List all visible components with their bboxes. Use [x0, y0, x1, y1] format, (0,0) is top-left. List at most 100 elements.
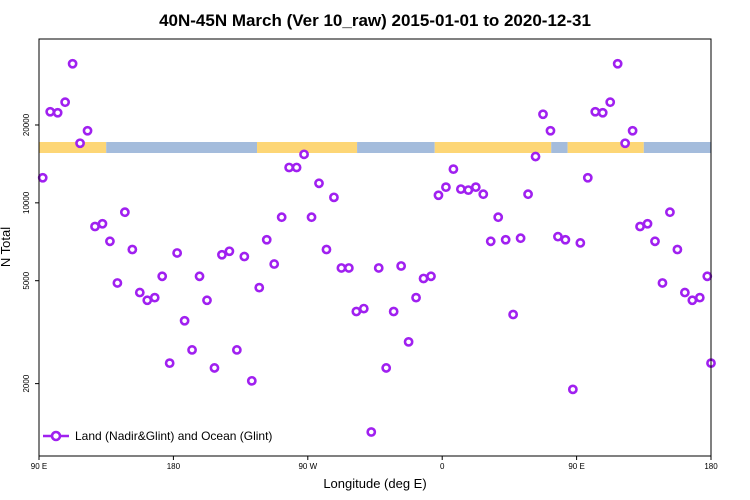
data-point — [187, 345, 197, 355]
data-point — [366, 427, 377, 437]
data-point — [37, 172, 48, 183]
strip-segment-land — [567, 142, 644, 153]
data-point — [665, 207, 675, 218]
data-point — [321, 244, 332, 255]
data-point — [470, 182, 481, 193]
data-point — [426, 271, 436, 282]
data-point — [134, 287, 145, 298]
y-tick-label: 20000 — [22, 113, 31, 136]
data-point — [246, 375, 257, 386]
data-point — [530, 151, 541, 162]
chart-title: 40N-45N March (Ver 10_raw) 2015-01-01 to… — [159, 11, 591, 30]
data-point — [612, 58, 623, 69]
legend-marker — [50, 430, 62, 442]
data-point — [694, 292, 705, 303]
data-point — [605, 97, 616, 108]
data-point — [284, 162, 295, 173]
x-axis-label: Longitude (deg E) — [323, 476, 426, 491]
data-point — [119, 207, 130, 218]
data-point — [560, 234, 571, 245]
land-ocean-strip — [39, 142, 711, 153]
data-point — [448, 164, 459, 175]
legend: Land (Nadir&Glint) and Ocean (Glint) — [43, 429, 272, 443]
data-point — [105, 236, 115, 247]
x-tick-label: 90 E — [568, 462, 584, 471]
data-point — [575, 238, 586, 248]
data-point — [343, 263, 354, 273]
strip-segment-land — [257, 142, 358, 153]
data-point — [157, 271, 168, 282]
data-point — [90, 221, 100, 232]
data-point — [702, 271, 713, 282]
x-tick-label: 90 E — [31, 462, 47, 471]
data-point — [67, 58, 78, 69]
data-point — [75, 138, 85, 149]
data-point — [545, 125, 556, 136]
data-point — [179, 315, 190, 326]
data-point — [269, 259, 280, 269]
x-axis: 90 E 180 90 W 0 90 E 180 — [31, 456, 718, 471]
data-point — [373, 263, 384, 273]
data-point — [597, 107, 608, 118]
strip-segment-ocean — [551, 142, 568, 153]
y-axis-label: N Total — [0, 227, 13, 267]
data-point — [672, 244, 683, 255]
data-point — [463, 185, 474, 196]
data-point — [112, 278, 123, 288]
data-point — [306, 212, 317, 223]
data-point — [254, 282, 265, 293]
data-point — [396, 261, 407, 271]
y-tick-label: 5000 — [22, 271, 31, 289]
data-point — [261, 234, 272, 245]
data-points — [37, 58, 716, 437]
data-point — [418, 273, 429, 284]
plot-frame — [38, 38, 712, 457]
data-point — [411, 292, 421, 303]
data-point — [381, 363, 392, 373]
strip-segment-ocean — [106, 142, 258, 153]
x-tick-label: 180 — [167, 462, 181, 471]
data-point — [60, 97, 71, 108]
data-point — [567, 384, 578, 395]
data-point — [627, 125, 638, 136]
data-point — [485, 236, 496, 247]
data-point — [276, 212, 287, 223]
strip-segment-ocean — [643, 142, 711, 153]
data-point — [172, 248, 183, 258]
strip-segment-ocean — [357, 142, 435, 153]
data-point — [142, 295, 153, 306]
data-point — [620, 138, 631, 149]
data-point — [45, 106, 56, 117]
data-point — [508, 309, 519, 320]
data-point — [642, 218, 653, 229]
strip-segment-land — [39, 142, 107, 153]
data-point — [97, 218, 108, 229]
data-point — [209, 363, 220, 373]
data-point — [299, 149, 309, 160]
data-point — [441, 182, 451, 193]
data-point — [500, 234, 511, 245]
data-point — [358, 303, 369, 314]
y-tick-label: 2000 — [22, 374, 31, 392]
legend-label: Land (Nadir&Glint) and Ocean (Glint) — [75, 429, 272, 443]
data-point — [291, 162, 302, 173]
data-point — [52, 107, 63, 118]
data-point — [590, 106, 601, 117]
data-point — [650, 236, 660, 247]
data-point — [336, 263, 347, 273]
data-point — [582, 172, 593, 183]
data-point — [687, 295, 698, 306]
data-point — [329, 192, 339, 203]
data-point — [194, 271, 205, 282]
data-point — [82, 125, 93, 136]
strip-segment-land — [434, 142, 552, 153]
data-point — [202, 295, 212, 306]
data-point — [388, 306, 399, 317]
data-point — [217, 249, 227, 260]
data-point — [478, 189, 489, 200]
data-point — [239, 251, 250, 262]
y-axis: 2000 5000 10000 20000 — [22, 113, 39, 393]
x-tick-label: 90 W — [298, 462, 317, 471]
x-tick-label: 0 — [440, 462, 445, 471]
